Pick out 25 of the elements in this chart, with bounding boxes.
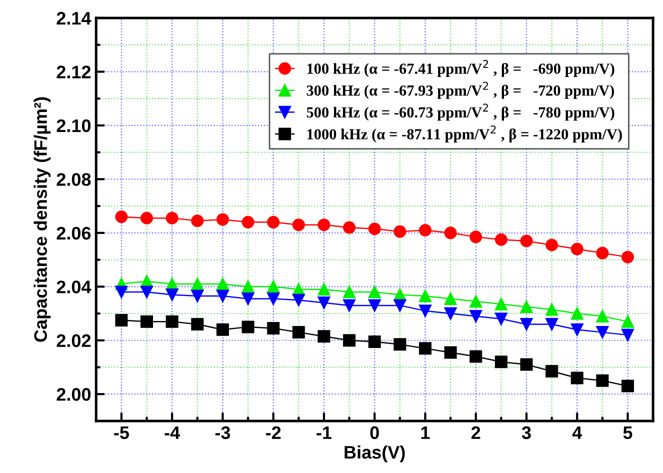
x-tick-label: -2 — [266, 426, 281, 439]
x-axis-title: Bias(V) — [344, 445, 405, 462]
y-axis-title: Capacitance density (fF/µm²) — [34, 97, 51, 342]
legend-label: 1000 kHz (α = -87.11 ppm/V$^{2}$ , β = -1220 ppm/V) — [307, 125, 622, 143]
y-tick-label: 2.08 — [56, 173, 91, 186]
x-tick-label: 3 — [522, 426, 531, 440]
legend-label: 500 kHz (α = -60.73 ppm/V$^{2}$ , β = -780 ppm/V) — [306, 104, 614, 121]
x-tick-label: -1 — [316, 426, 332, 439]
x-tick-label: 2 — [471, 426, 480, 439]
x-tick-label: -3 — [215, 426, 230, 440]
y-tick-label: 2.06 — [56, 226, 91, 240]
y-tick-label: 2.00 — [56, 388, 91, 401]
y-tick-label: 2.04 — [56, 280, 92, 294]
x-tick-label: 0 — [370, 426, 379, 440]
y-tick-label: 2.10 — [56, 119, 91, 132]
x-tick-label: -5 — [114, 426, 129, 440]
y-tick-label: 2.12 — [56, 66, 91, 78]
x-tick-label: -4 — [164, 426, 180, 439]
legend-label: 100 kHz (α = -67.41 ppm/V$^{2}$ , β = -690 ppm/V) — [307, 60, 614, 77]
legend-label: 300 kHz (α = -67.93 ppm/V$^{2}$ , β = -720 ppm/V) — [306, 82, 614, 99]
y-tick-label: 2.02 — [56, 334, 91, 348]
y-tick-label: 2.14 — [56, 12, 92, 25]
x-tick-label: 4 — [572, 426, 582, 439]
x-tick-label: 5 — [623, 426, 632, 440]
x-tick-label: 1 — [421, 426, 430, 439]
